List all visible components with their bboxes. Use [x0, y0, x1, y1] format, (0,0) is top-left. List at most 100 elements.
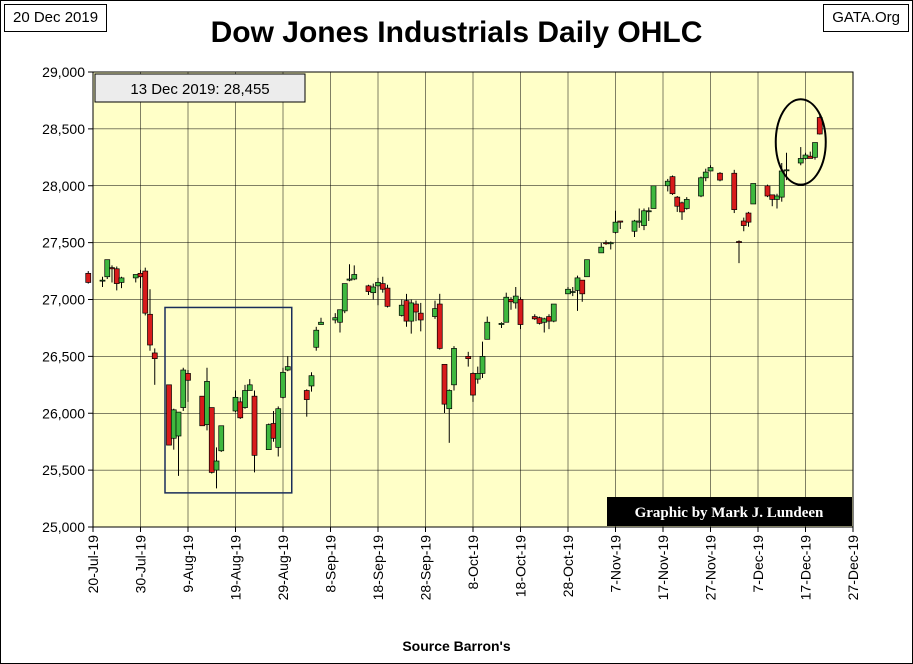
candle-body [384, 287, 391, 307]
candle [645, 207, 652, 222]
candle [218, 425, 225, 452]
candle-body [508, 299, 514, 303]
candle-body [802, 154, 809, 159]
candle [318, 317, 324, 325]
candle-body [113, 268, 120, 284]
candle-body [398, 304, 405, 316]
candle-body [132, 274, 139, 279]
candle-body [579, 279, 586, 295]
credit-label: Graphic by Mark J. Lundeen [635, 505, 824, 521]
candle [702, 168, 709, 182]
x-axis-label: Source Barron's [402, 638, 511, 654]
candle [351, 265, 358, 281]
candle-body [232, 396, 239, 412]
candle-body [104, 259, 111, 278]
candle [484, 316, 491, 340]
tick-label-x: 27-Dec-19 [845, 535, 861, 601]
candle [650, 185, 657, 209]
candle [745, 211, 752, 227]
candle-body [550, 303, 557, 322]
candle [479, 341, 486, 378]
candle-body [612, 221, 619, 233]
candle [237, 397, 244, 419]
candle-body [151, 352, 158, 359]
tick-label-x: 27-Nov-19 [703, 535, 719, 601]
candle-body [669, 176, 676, 195]
candle-body [617, 220, 624, 223]
candle-body [636, 220, 643, 223]
candle-body [598, 246, 605, 254]
candle-body [674, 196, 681, 207]
candle-body [769, 194, 776, 200]
candle-body [337, 309, 343, 323]
tick-label-x: 30-Jul-19 [133, 535, 149, 594]
candle-body [731, 172, 738, 210]
candle-body [807, 155, 814, 159]
candle [669, 175, 676, 195]
candle [109, 265, 115, 283]
candle-body [142, 270, 149, 314]
candle-body [745, 212, 752, 223]
candle [612, 210, 619, 234]
y-axis: 25,000 25,500 26,000 26,500 27,000 27,500 28,0… [42, 64, 93, 535]
candle-body [218, 425, 225, 452]
candle [151, 348, 158, 385]
tick-label-x: 19-Aug-19 [228, 535, 244, 601]
candle [598, 242, 605, 254]
candle-body [99, 279, 106, 282]
candle-body [118, 277, 125, 283]
candle-body [213, 460, 220, 471]
tick-label-y: 26,000 [42, 405, 85, 421]
tick-label-y: 27,500 [42, 235, 85, 251]
site-tag: GATA.Org [823, 4, 909, 32]
candle-body [204, 381, 210, 425]
candle-body [265, 424, 272, 450]
tick-label-y: 29,000 [42, 64, 85, 80]
candle-body [503, 296, 510, 323]
candle [204, 367, 210, 431]
candle-body [698, 177, 704, 197]
candle [118, 276, 125, 289]
candle [384, 284, 391, 308]
candle [584, 259, 590, 278]
chart-title: Dow Jones Industrials Daily OHLC [210, 16, 703, 49]
candle [550, 303, 557, 323]
candle-body [774, 195, 780, 200]
tick-label-x: 7-Dec-19 [750, 535, 766, 593]
candle-body [375, 282, 381, 287]
highlight-box [164, 306, 293, 494]
candle-body [147, 313, 153, 346]
candle [208, 407, 215, 474]
candle [569, 286, 576, 297]
candle [750, 183, 757, 205]
tick-label-x: 9-Aug-19 [180, 535, 196, 593]
candle-body [446, 390, 453, 410]
tick-label-x: 7-Nov-19 [608, 535, 624, 593]
candle-body [498, 323, 505, 325]
candle [142, 267, 149, 316]
tick-label-x: 20-Jul-19 [85, 535, 101, 594]
candle [498, 322, 505, 328]
candle-body [541, 318, 548, 323]
candle-body [474, 373, 481, 380]
candle [517, 297, 524, 330]
candle-body [546, 316, 552, 322]
highlight-ellipse [774, 98, 827, 186]
candle [175, 411, 182, 476]
tick-label-x: 28-Sep-19 [418, 535, 434, 601]
tick-label-y: 25,500 [42, 462, 85, 478]
tick-label-x: 17-Dec-19 [798, 535, 814, 601]
candle-body [479, 356, 486, 374]
candle-body [574, 277, 581, 291]
candle-body [313, 329, 320, 348]
candle [213, 447, 220, 489]
tick-label-y: 27,000 [42, 292, 85, 308]
candle-body [332, 317, 339, 321]
candle-body [432, 308, 438, 317]
tick-label-x: 17-Nov-19 [655, 535, 671, 601]
tick-label-x: 8-Oct-19 [465, 535, 481, 590]
x-axis: 20-Jul-19 30-Jul-19 9-Aug-19 19-Aug-19 29-Au… [85, 527, 861, 600]
candle [337, 309, 343, 333]
candles [85, 115, 823, 489]
candle-body [251, 395, 258, 456]
